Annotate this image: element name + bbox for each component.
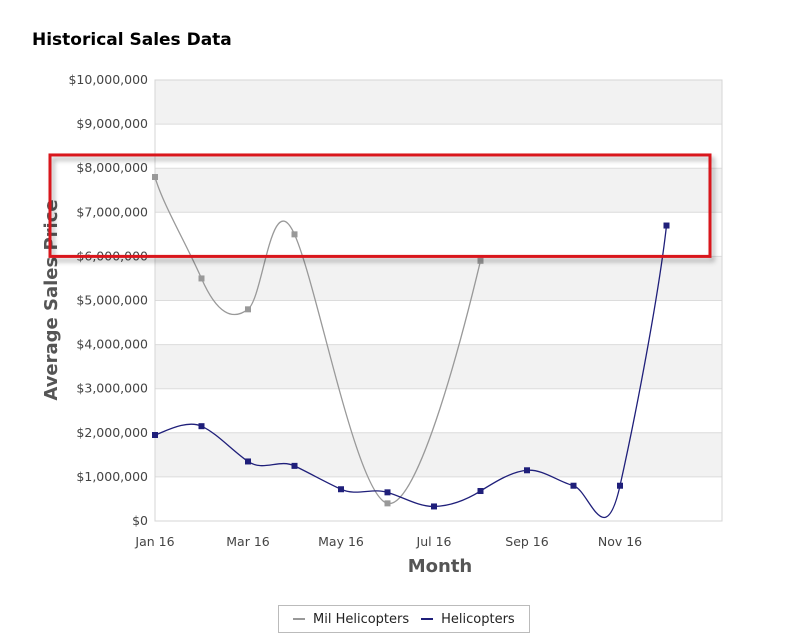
plot-border [154,79,723,522]
x-tick-label: Mar 16 [226,534,270,549]
legend: Mil Helicopters Helicopters [278,605,530,633]
chart-title: Historical Sales Data [32,30,232,50]
plot-band [155,80,722,125]
x-tick-label: Sep 16 [505,534,548,549]
y-axis-ticks: $0 $1,000,000 $2,000,000 $3,000,000 $4,000,0… [68,72,148,528]
plot-band [155,256,722,301]
data-point[interactable] [152,432,158,439]
data-point[interactable] [570,482,577,489]
data-point[interactable] [524,467,530,474]
x-axis-ticks: Jan 16 Mar 16 May 16 Jul 16 Sep 16 Nov 16 [134,534,642,549]
series-points [152,174,670,510]
data-point[interactable] [663,222,670,229]
legend-label: Helicopters [441,611,515,627]
data-point[interactable] [291,462,298,469]
data-point[interactable] [477,488,484,495]
y-tick-label: $10,000,000 [68,72,148,87]
x-tick-label: May 16 [318,534,364,549]
plot-bands [155,80,722,477]
data-point[interactable] [338,486,344,493]
x-axis-title: Month [408,556,473,577]
highlight-box [48,153,712,258]
y-tick-label: $9,000,000 [76,116,148,131]
y-tick-label: $0 [132,513,148,528]
y-tick-label: $3,000,000 [76,381,148,396]
legend-item[interactable]: Mil Helicopters [293,612,409,627]
data-point[interactable] [198,275,205,282]
y-tick-label: $2,000,000 [76,425,148,440]
legend-item[interactable]: Helicopters [421,612,515,627]
y-tick-label: $4,000,000 [76,337,148,352]
x-tick-label: Nov 16 [598,534,642,549]
legend-label: Mil Helicopters [313,611,410,627]
plot-band [155,432,722,477]
y-tick-label: $8,000,000 [76,160,148,175]
data-point[interactable] [384,500,391,507]
data-point[interactable] [477,257,484,264]
plot-band [155,344,722,389]
legend-swatch [293,618,305,620]
data-point[interactable] [245,306,251,313]
x-tick-label: Jul 16 [416,534,452,549]
y-tick-label: $5,000,000 [76,293,148,308]
plot-band [155,168,722,213]
y-axis-title: Average Sales Price [41,199,62,400]
y-tick-label: $7,000,000 [76,204,148,219]
data-point[interactable] [245,458,251,465]
data-point[interactable] [152,174,158,181]
data-point[interactable] [617,482,623,489]
x-tick-label: Jan 16 [134,534,174,549]
data-point[interactable] [431,503,437,510]
data-point[interactable] [291,231,298,238]
y-tick-label: $1,000,000 [76,469,148,484]
legend-swatch [421,618,434,620]
data-point[interactable] [198,423,205,430]
data-point[interactable] [384,489,391,496]
